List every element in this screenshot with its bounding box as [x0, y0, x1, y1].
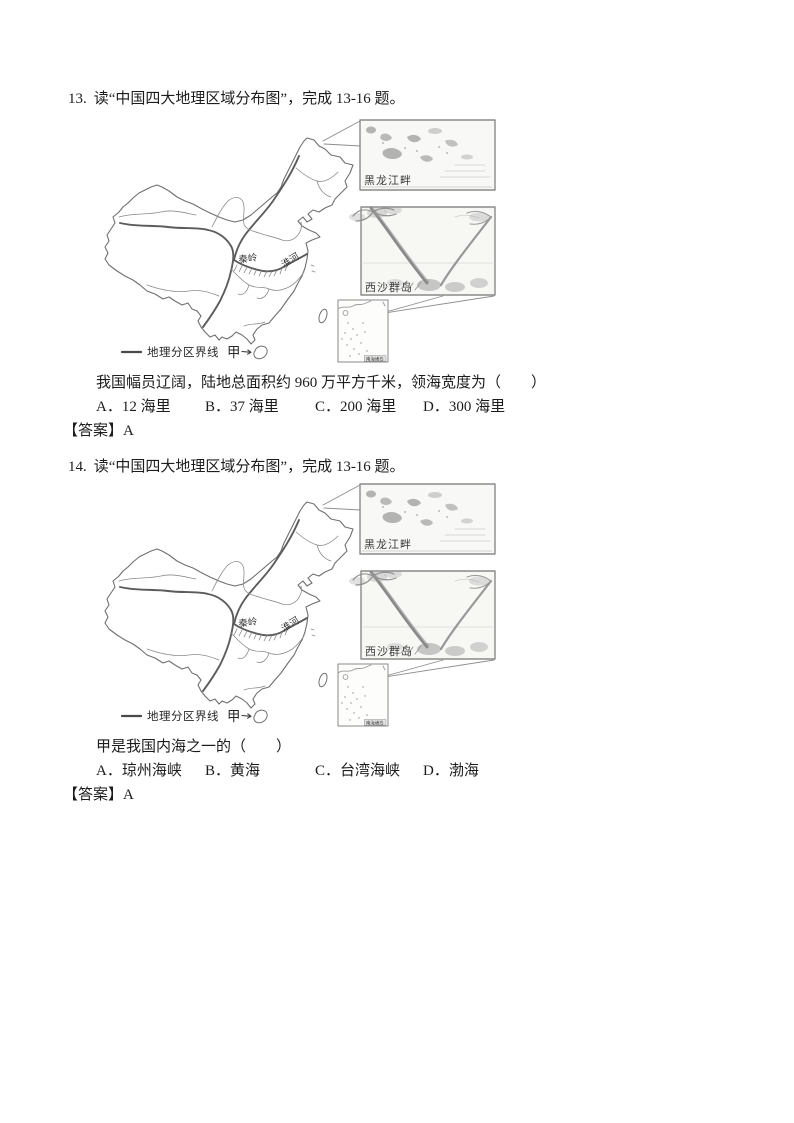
qinling-label: 秦岭	[238, 251, 259, 266]
map-legend: 地理分区界线	[120, 345, 219, 359]
inset-heilongjiang-label: 黑龙江畔	[364, 538, 412, 551]
china-regions-map: 甲 秦岭 淮河 地理分区界线	[104, 119, 496, 363]
hainan-island	[253, 709, 268, 724]
inset-heilongjiang: 黑龙江畔	[359, 119, 496, 191]
inset-xisha: 西沙群岛	[349, 570, 496, 660]
legend-label: 地理分区界线	[147, 345, 219, 359]
inset-nanhai-label: 南海诸岛	[366, 355, 384, 362]
inset-xisha-label: 西沙群岛	[365, 280, 413, 294]
region-boundary-lines	[119, 519, 308, 692]
question-13-option-a: A．12 海里	[96, 399, 171, 415]
taiwan-island	[318, 308, 328, 324]
question-14-intro: 读“中国四大地理区域分布图”，完成 13-16 题。	[93, 459, 405, 475]
question-13-intro: 读“中国四大地理区域分布图”，完成 13-16 题。	[93, 91, 405, 107]
question-13-stem: 我国幅员辽阔，陆地总面积约 960 万平方千米，领海宽度为（ ）	[96, 375, 547, 391]
heilongjiang-scene-sketch	[366, 490, 473, 526]
heilongjiang-scene-sketch	[366, 126, 473, 162]
inset-heilongjiang: 黑龙江畔	[359, 483, 496, 555]
xisha-scene-sketch	[349, 206, 494, 292]
inset-xisha: 西沙群岛	[349, 206, 496, 296]
inset-nanhai-label: 南海诸岛	[366, 719, 384, 726]
nanhai-island-dots	[341, 686, 368, 721]
question-14-map-figure: 甲 秦岭 淮河 地理分区界线	[95, 477, 497, 729]
inset-heilongjiang-label: 黑龙江畔	[364, 174, 412, 187]
inset-xisha-label: 西沙群岛	[365, 644, 413, 658]
nanhai-label-box: 南海诸岛	[364, 355, 387, 362]
rivers	[118, 167, 339, 327]
taiwan-island	[318, 672, 328, 688]
xisha-scene-sketch	[349, 570, 494, 656]
qinling-hatching	[233, 264, 288, 278]
question-13-option-c: C．200 海里	[315, 399, 397, 415]
map-legend: 地理分区界线	[120, 709, 219, 723]
nanhai-island-dots	[341, 322, 368, 357]
question-13-option-b: B．37 海里	[205, 399, 279, 415]
question-14-option-b: B．黄海	[205, 763, 261, 779]
question-14-number: 14.	[68, 459, 87, 475]
question-14-option-a: A．琼州海峡	[96, 763, 182, 779]
nanhai-label-box: 南海诸岛	[364, 719, 387, 726]
legend-label: 地理分区界线	[147, 709, 219, 723]
jia-arrow	[241, 349, 252, 355]
jia-marker: 甲	[227, 345, 252, 360]
jia-arrow	[241, 713, 252, 719]
question-14-answer-value: A	[123, 787, 134, 803]
qinling-label: 秦岭	[238, 615, 259, 630]
region-boundary-lines	[119, 155, 308, 328]
question-13-option-d: D．300 海里	[423, 399, 506, 415]
question-13-answer-label: 【答案】	[63, 423, 124, 439]
question-13-answer-line: 【答案】A	[63, 419, 134, 440]
question-13-options: A．12 海里 B．37 海里 C．200 海里 D．300 海里	[96, 395, 656, 415]
china-outline	[104, 501, 354, 709]
hainan-island	[253, 345, 268, 360]
question-14-options: A．琼州海峡 B．黄海 C．台湾海峡 D．渤海	[96, 759, 656, 779]
china-regions-map: 甲 秦岭 淮河 地理分区界线	[104, 483, 496, 727]
question-13-answer-value: A	[123, 423, 134, 439]
jia-marker: 甲	[227, 709, 252, 724]
inset-nanhai: 南海诸岛	[337, 663, 389, 727]
question-14-option-c: C．台湾海峡	[315, 763, 401, 779]
question-13-map-figure: 甲 秦岭 淮河 地理分区界线	[95, 113, 497, 365]
qinling-hatching	[233, 628, 288, 642]
question-13-number: 13.	[68, 91, 87, 107]
question-14-stem: 甲是我国内海之一的（ ）	[96, 739, 292, 755]
heilongjiang-scene-lines	[361, 164, 493, 188]
heilongjiang-scene-lines	[361, 528, 493, 552]
nanhai-coast-and-dots	[337, 664, 386, 680]
jia-label: 甲	[227, 345, 241, 360]
question-14-answer-line: 【答案】A	[63, 783, 134, 804]
nanhai-coast-and-dots	[337, 300, 386, 316]
huaihe-label: 淮河	[279, 250, 302, 271]
jia-label: 甲	[227, 709, 241, 724]
rivers	[118, 531, 339, 691]
china-outline	[104, 137, 354, 345]
question-14-option-d: D．渤海	[423, 763, 479, 779]
question-14-header: 14. 读“中国四大地理区域分布图”，完成 13-16 题。	[68, 458, 405, 477]
inset-nanhai: 南海诸岛	[337, 299, 389, 363]
question-14-answer-label: 【答案】	[63, 787, 124, 803]
question-13-header: 13. 读“中国四大地理区域分布图”，完成 13-16 题。	[68, 90, 405, 109]
huaihe-label: 淮河	[279, 614, 302, 635]
